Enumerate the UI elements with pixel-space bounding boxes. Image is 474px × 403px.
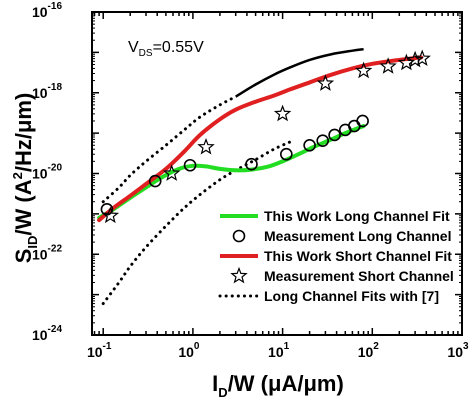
legend-label: Measurement Short Channel	[264, 268, 454, 284]
data-point-circle	[316, 134, 330, 147]
y-axis-label: SID/W (A2/Hz/μm)	[10, 93, 40, 264]
legend-label: This Work Long Channel Fit	[264, 208, 450, 224]
legend-label: Measurement Long Channel	[264, 228, 451, 244]
series-solid-upper-fit	[235, 47, 364, 98]
series-line-this-work-long-channel-fit	[97, 124, 366, 220]
data-point-circle	[356, 114, 369, 128]
y-tick-label: 10-18	[32, 82, 62, 101]
annotation-vds: VDS=0.55V	[128, 39, 204, 59]
y-tick-label: 10-24	[32, 324, 62, 343]
y-tick-label: 10-16	[32, 1, 62, 20]
y-tick-label: 10-22	[32, 243, 62, 262]
legend-circle-swatch	[232, 229, 246, 243]
data-point-star	[101, 206, 120, 224]
x-tick-label: 10-1	[87, 341, 112, 360]
legend-label: Long Channel Fits with [7]	[264, 288, 439, 304]
data-point-star	[354, 61, 373, 79]
data-point-circle	[148, 174, 162, 188]
data-point-circle	[245, 157, 258, 171]
data-point-star	[316, 74, 335, 91]
legend-label: This Work Short Channel Fit	[264, 248, 452, 264]
x-axis-label: ID/W (μA/μm)	[212, 371, 344, 400]
legend-star-swatch	[230, 266, 248, 284]
data-point-star	[273, 104, 292, 122]
data-point-circle	[280, 147, 293, 161]
series-dotted-upper-fit	[101, 95, 238, 204]
data-point-circle	[100, 202, 114, 216]
x-tick-label: 103	[447, 341, 469, 360]
data-point-star	[379, 57, 397, 74]
series-dotted-long-channel-fits-with-7	[101, 140, 292, 306]
data-point-star	[197, 137, 215, 155]
x-tick-label: 100	[178, 341, 200, 360]
y-tick-label: 10-20	[32, 163, 62, 182]
data-point-star	[162, 164, 181, 181]
x-tick-label: 101	[268, 341, 290, 360]
data-point-circle	[183, 158, 197, 172]
x-tick-label: 102	[358, 341, 380, 360]
series-line-this-work-short-channel-fit	[97, 55, 424, 223]
data-point-star	[406, 50, 424, 68]
data-point-circle	[328, 128, 341, 142]
data-point-circle	[303, 138, 316, 152]
data-point-star	[413, 49, 431, 67]
